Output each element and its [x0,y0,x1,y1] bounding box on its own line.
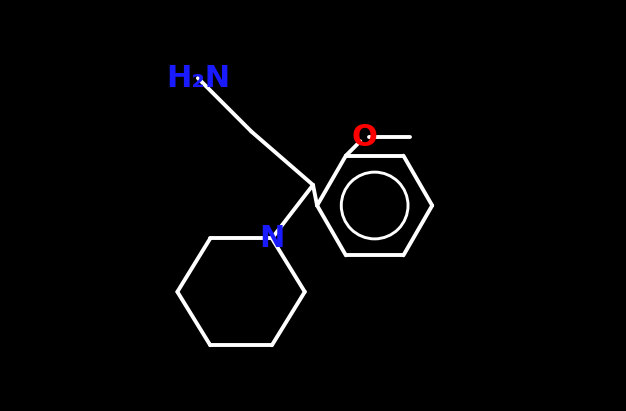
Text: O: O [351,122,377,152]
Text: N: N [259,224,285,253]
Text: H₂N: H₂N [166,64,230,92]
